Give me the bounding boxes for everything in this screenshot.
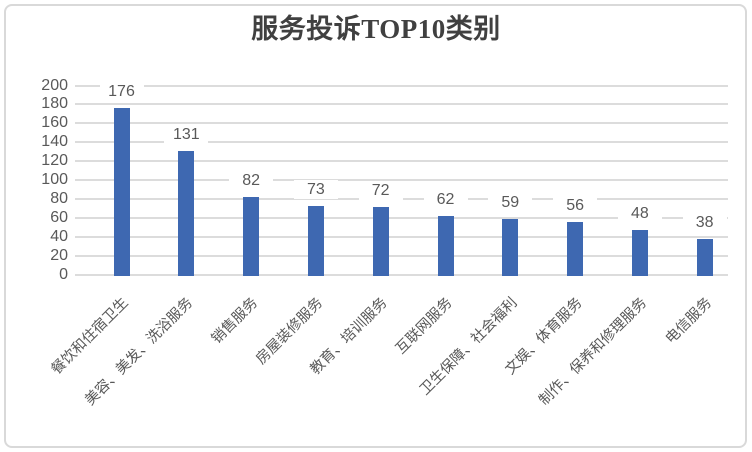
bar-2[interactable]	[178, 150, 195, 276]
y-axis-tick-label: 60	[50, 209, 68, 227]
gridline	[75, 141, 728, 144]
gridline	[75, 255, 728, 258]
chart-title: 服务投诉TOP10类别	[251, 14, 501, 44]
bar-value-label: 176	[99, 82, 144, 102]
gridline	[75, 217, 728, 220]
y-axis-tick-label: 200	[41, 76, 68, 94]
bar-value-label: 48	[617, 203, 662, 223]
x-axis-category-text: 制作、保养和修理服务	[536, 294, 651, 409]
y-axis-tick-label: 140	[41, 133, 68, 151]
y-axis-tick-label: 100	[41, 171, 68, 189]
bar-9[interactable]	[631, 229, 648, 276]
bar-value-label: 72	[358, 180, 403, 200]
y-axis-tick-label: 20	[50, 247, 68, 265]
bar-value-label: 131	[164, 124, 209, 144]
bar-8[interactable]	[567, 221, 584, 276]
y-axis-tick-label: 80	[50, 190, 68, 208]
bar-5[interactable]	[372, 206, 389, 276]
gridline	[75, 274, 728, 276]
gridline	[75, 103, 728, 106]
bar-3[interactable]	[243, 197, 260, 276]
y-axis-tick-label: 120	[41, 152, 68, 170]
bar-value-label: 38	[682, 212, 727, 232]
bar-value-label: 59	[488, 193, 533, 213]
gridline	[75, 179, 728, 182]
y-axis-tick-label: 40	[50, 228, 68, 246]
bar-1[interactable]	[113, 108, 130, 276]
bar-value-label: 62	[423, 190, 468, 210]
gridline	[75, 84, 728, 87]
bar-4[interactable]	[307, 205, 324, 276]
bar-value-label: 73	[293, 179, 338, 199]
y-axis-tick-label: 160	[41, 114, 68, 132]
bar-6[interactable]	[437, 216, 454, 276]
x-axis-category-text: 电信服务	[662, 294, 715, 348]
bar-7[interactable]	[502, 219, 519, 276]
gridline	[75, 122, 728, 125]
gridline	[75, 160, 728, 163]
x-axis-category-text: 美容、美发、洗浴服务	[82, 294, 197, 409]
x-axis-category-text: 互联网服务	[393, 294, 456, 358]
bar-value-label: 56	[553, 195, 598, 215]
bar-value-label: 82	[229, 171, 274, 191]
gridline	[75, 236, 728, 239]
bar-10[interactable]	[696, 238, 713, 276]
x-axis-category-text: 销售服务	[208, 294, 262, 348]
y-axis-tick-label: 180	[41, 95, 68, 113]
y-axis-tick-label: 0	[59, 266, 68, 283]
